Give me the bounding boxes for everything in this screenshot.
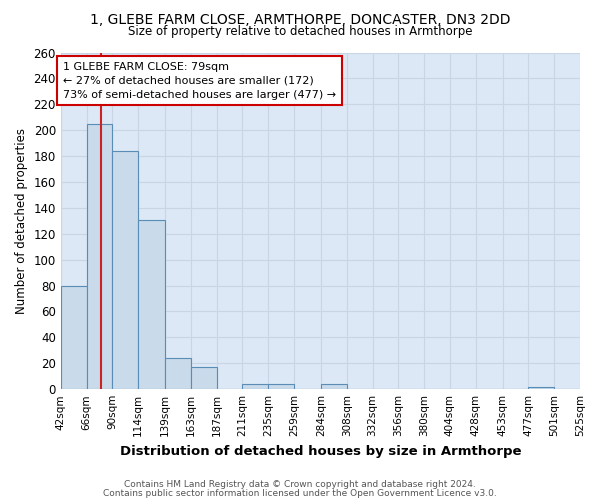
Text: 1, GLEBE FARM CLOSE, ARMTHORPE, DONCASTER, DN3 2DD: 1, GLEBE FARM CLOSE, ARMTHORPE, DONCASTE… [90,12,510,26]
Bar [321,384,347,389]
Bar [191,367,217,389]
Bar [61,286,86,389]
Bar [86,124,112,389]
Text: Contains HM Land Registry data © Crown copyright and database right 2024.: Contains HM Land Registry data © Crown c… [124,480,476,489]
Text: Contains public sector information licensed under the Open Government Licence v3: Contains public sector information licen… [103,488,497,498]
Bar [529,386,554,389]
Bar [138,220,165,389]
Y-axis label: Number of detached properties: Number of detached properties [15,128,28,314]
Text: 1 GLEBE FARM CLOSE: 79sqm
← 27% of detached houses are smaller (172)
73% of semi: 1 GLEBE FARM CLOSE: 79sqm ← 27% of detac… [63,62,336,100]
Bar [112,151,138,389]
Bar [268,384,294,389]
Bar [242,384,268,389]
Text: Size of property relative to detached houses in Armthorpe: Size of property relative to detached ho… [128,25,472,38]
Bar [165,358,191,389]
X-axis label: Distribution of detached houses by size in Armthorpe: Distribution of detached houses by size … [119,444,521,458]
